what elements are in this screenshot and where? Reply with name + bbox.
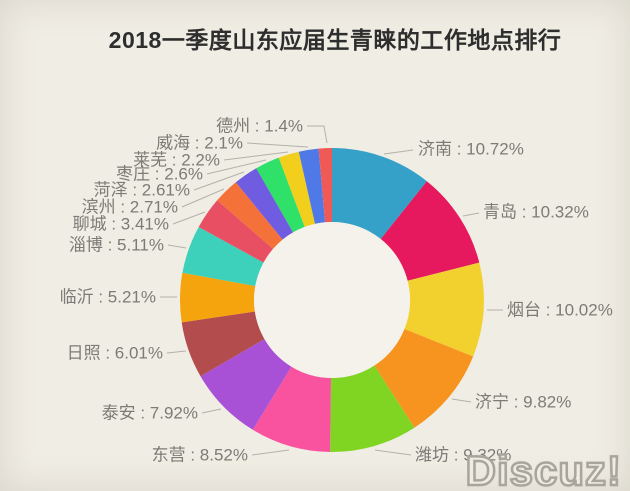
leader-line-东营: [251, 449, 290, 456]
leader-line-枣庄: [206, 159, 267, 175]
discuz-watermark: Discuz!: [464, 446, 622, 491]
segment-label-泰安: 泰安 : 7.92%: [102, 404, 198, 423]
donut-hole: [254, 222, 410, 378]
leader-line-淄博: [167, 244, 187, 249]
donut-segment-东营: [252, 366, 331, 452]
chart-title: 2018一季度山东应届生青睐的工作地点排行: [108, 27, 562, 53]
leader-line-潍坊: [374, 449, 412, 456]
donut-segment-莱芜: [278, 151, 315, 227]
segment-label-淄博: 淄博 : 5.11%: [69, 236, 164, 255]
segment-label-枣庄: 枣庄 : 2.6%: [116, 165, 203, 184]
donut-segment-威海: [298, 148, 326, 224]
donut-segment-日照: [181, 311, 265, 377]
leader-line-济宁: [451, 398, 472, 403]
segment-label-临沂: 临沂 : 5.21%: [60, 288, 156, 307]
segment-label-烟台: 烟台 : 10.02%: [507, 301, 613, 320]
donut-segment-德州: [318, 148, 332, 223]
segment-label-滨州: 滨州 : 2.71%: [82, 198, 178, 217]
donut-segment-潍坊: [330, 365, 415, 453]
segment-label-威海: 威海 : 2.1%: [156, 134, 243, 153]
leader-line-济南: [383, 149, 414, 155]
leader-line-莱芜: [223, 151, 289, 161]
donut-segment-聊城: [198, 200, 274, 263]
segment-label-莱芜: 莱芜 : 2.2%: [133, 151, 220, 170]
donut-segment-泰安: [200, 339, 292, 430]
donut-segment-滨州: [217, 182, 283, 249]
leader-line-青岛: [462, 212, 480, 217]
segment-label-潍坊: 潍坊 : 9.32%: [415, 446, 511, 465]
donut-segment-菏泽: [235, 168, 294, 240]
segment-label-聊城: 聊城 : 3.41%: [73, 215, 169, 234]
donut-segment-淄博: [182, 227, 264, 287]
donut-segment-济南: [332, 148, 427, 239]
leader-line-菏泽: [193, 171, 245, 191]
segment-label-东营: 东营 : 8.52%: [152, 446, 248, 465]
leader-line-德州: [307, 125, 328, 144]
donut-segment-烟台: [404, 262, 484, 357]
leader-line-泰安: [201, 408, 222, 414]
leader-line-威海: [246, 142, 309, 148]
donut-segment-枣庄: [256, 157, 305, 233]
segment-label-菏泽: 菏泽 : 2.61%: [94, 181, 190, 200]
donut-segment-青岛: [380, 181, 480, 281]
donut-segment-济宁: [374, 329, 474, 428]
segment-label-济宁: 济宁 : 9.82%: [475, 393, 571, 412]
leader-line-滨州: [181, 188, 225, 208]
leader-line-日照: [166, 350, 187, 354]
leader-line-聊城: [172, 211, 206, 225]
segment-label-青岛: 青岛 : 10.32%: [483, 203, 589, 222]
donut-segment-临沂: [179, 272, 256, 323]
segment-label-济南: 济南 : 10.72%: [418, 140, 524, 159]
segment-label-日照: 日照 : 6.01%: [67, 344, 163, 363]
segment-label-德州: 德州 : 1.4%: [216, 117, 303, 136]
